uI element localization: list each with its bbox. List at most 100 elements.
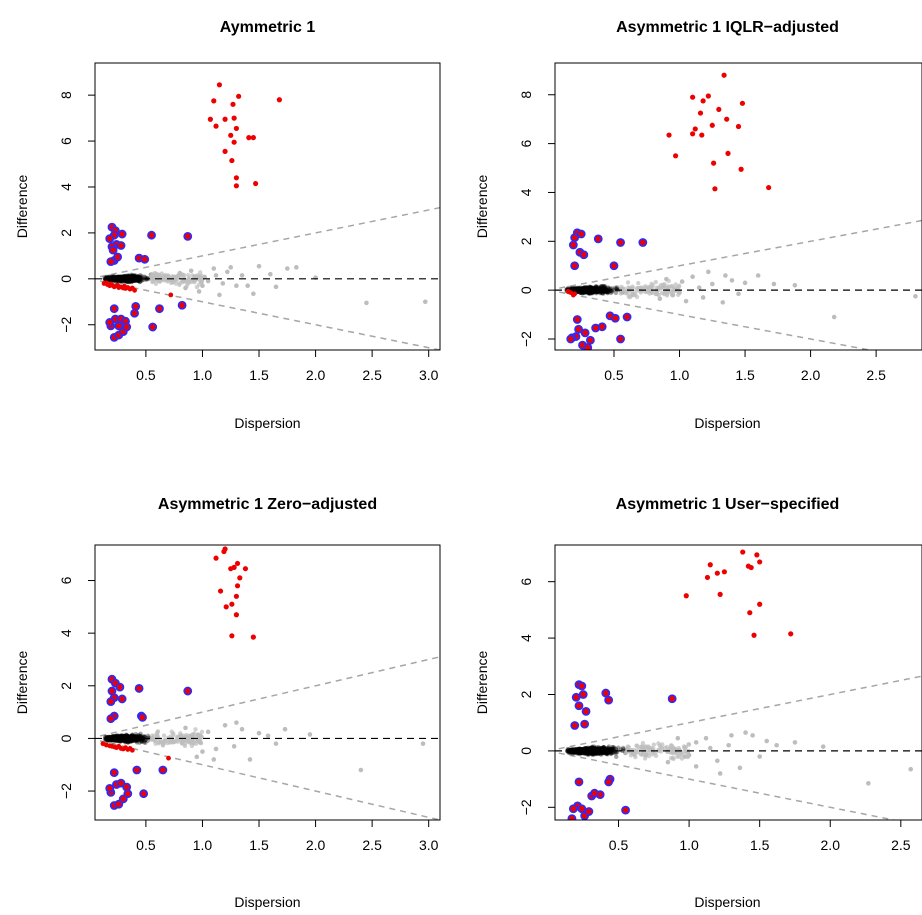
bulk-point bbox=[114, 736, 119, 741]
bulk-point bbox=[104, 277, 110, 282]
bulk-point bbox=[122, 734, 127, 739]
bulk-point bbox=[128, 276, 133, 281]
bulk-point bbox=[597, 288, 603, 293]
highlighted-up-point bbox=[233, 612, 239, 618]
mid-point bbox=[183, 734, 189, 739]
bulk-point bbox=[116, 276, 121, 282]
bulk-point bbox=[127, 275, 132, 280]
bulk-point bbox=[113, 735, 118, 740]
bulk-point bbox=[122, 274, 127, 279]
bulk-point bbox=[587, 291, 592, 296]
bulk-point bbox=[125, 277, 131, 282]
bulk-point bbox=[127, 736, 132, 741]
plot-frame bbox=[94, 62, 441, 351]
bulk-point bbox=[128, 274, 133, 280]
plot-area bbox=[555, 549, 922, 820]
bulk-point bbox=[573, 286, 578, 292]
bulk-point bbox=[594, 286, 599, 291]
bulk-point bbox=[123, 274, 128, 280]
bulk-point bbox=[125, 736, 130, 741]
bulk-point bbox=[116, 276, 121, 281]
bulk-point bbox=[124, 274, 129, 280]
bulk-point bbox=[116, 276, 122, 281]
bulk-point bbox=[114, 275, 119, 281]
bulk-point bbox=[587, 748, 592, 753]
bulk-point bbox=[603, 750, 609, 755]
bulk-point bbox=[124, 732, 130, 738]
bulk-point bbox=[586, 748, 591, 754]
bulk-point bbox=[119, 278, 124, 283]
highlighted-up-point bbox=[230, 101, 236, 107]
bulk-point bbox=[586, 286, 592, 291]
bulk-point bbox=[113, 737, 119, 742]
bulk-point bbox=[602, 283, 608, 289]
bulk-point bbox=[587, 749, 593, 755]
bulk-point bbox=[125, 736, 130, 741]
bulk-point bbox=[573, 287, 579, 292]
bulk-point bbox=[566, 285, 571, 291]
bulk-point bbox=[121, 733, 126, 739]
bulk-point bbox=[598, 291, 603, 296]
bulk-point bbox=[114, 736, 119, 742]
bulk-point bbox=[126, 274, 131, 280]
bulk-point bbox=[601, 291, 606, 296]
bulk-point bbox=[576, 751, 581, 756]
bulk-point bbox=[113, 735, 119, 740]
bulk-point bbox=[586, 288, 591, 294]
bulk-point bbox=[132, 274, 137, 279]
bulk-point bbox=[125, 737, 130, 743]
bulk-point bbox=[110, 734, 115, 739]
bulk-point bbox=[114, 276, 119, 282]
bulk-point bbox=[594, 286, 600, 291]
bulk-point bbox=[599, 288, 604, 293]
bulk-point bbox=[114, 736, 119, 742]
bulk-point bbox=[115, 274, 121, 279]
bulk-point bbox=[124, 734, 129, 739]
bulk-point bbox=[116, 276, 121, 281]
bulk-point bbox=[575, 287, 580, 292]
bulk-point bbox=[116, 738, 121, 743]
bulk-point bbox=[113, 737, 118, 742]
bulk-point bbox=[126, 736, 132, 742]
bulk-point bbox=[127, 274, 133, 279]
bulk-point bbox=[129, 733, 135, 738]
bulk-point bbox=[575, 285, 581, 290]
bulk-point bbox=[137, 274, 142, 280]
bulk-point bbox=[596, 287, 601, 293]
bulk-point bbox=[584, 288, 590, 293]
bulk-point bbox=[120, 734, 125, 739]
bulk-point bbox=[581, 290, 586, 295]
bulk-point bbox=[585, 747, 591, 752]
bulk-point bbox=[585, 288, 591, 293]
bulk-point bbox=[128, 276, 133, 281]
sparse-point bbox=[700, 295, 706, 300]
bulk-point bbox=[587, 288, 592, 294]
bulk-point bbox=[581, 285, 586, 291]
bulk-point bbox=[125, 276, 131, 281]
bulk-point bbox=[115, 277, 121, 283]
bulk-point bbox=[112, 736, 118, 741]
bulk-point bbox=[573, 748, 579, 754]
bulk-point bbox=[575, 751, 580, 756]
highlighted-up-point bbox=[683, 593, 689, 599]
bulk-point bbox=[125, 737, 130, 742]
bulk-point bbox=[598, 749, 603, 755]
highlighted-down-point bbox=[570, 261, 580, 271]
bulk-point bbox=[586, 288, 591, 294]
sparse-point bbox=[717, 771, 723, 776]
bulk-point bbox=[590, 290, 596, 296]
bulk-point bbox=[130, 733, 135, 739]
mid-point bbox=[171, 733, 176, 738]
bulk-point bbox=[113, 736, 118, 741]
bulk-point bbox=[573, 286, 578, 291]
bulk-point bbox=[113, 735, 119, 741]
bulk-point bbox=[128, 738, 134, 743]
bulk-point bbox=[128, 736, 133, 742]
bulk-point bbox=[614, 285, 620, 290]
bulk-point bbox=[586, 291, 591, 296]
highlighted-up-point bbox=[717, 591, 723, 597]
bulk-point bbox=[115, 736, 120, 741]
highlighted-up-point bbox=[699, 132, 705, 138]
bulk-point bbox=[588, 289, 593, 295]
sparse-point bbox=[211, 266, 217, 271]
